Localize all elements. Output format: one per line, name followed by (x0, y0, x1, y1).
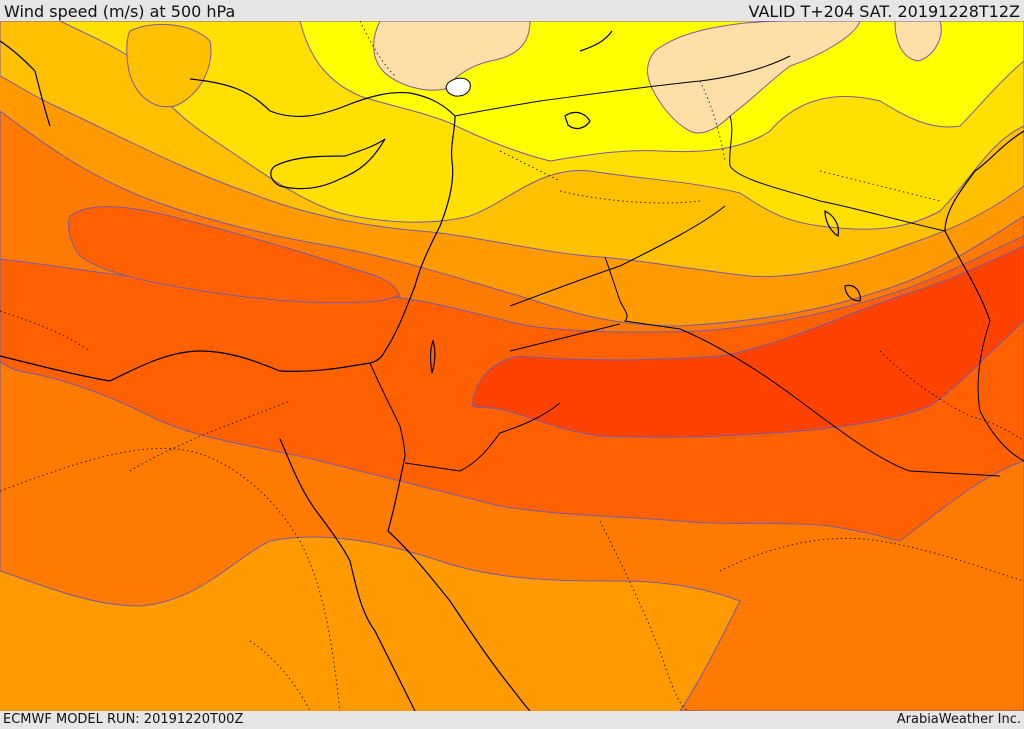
band-light-north (373, 21, 531, 91)
band-calm-spot (445, 77, 471, 97)
cyprus (270, 138, 386, 190)
iraq-saudi-border (604, 256, 1001, 477)
band-light-east (647, 21, 861, 134)
iraq-iran-border (729, 115, 946, 232)
credit: ArabiaWeather Inc. (896, 712, 1021, 727)
gulf-islands (824, 210, 861, 302)
gulf-aqaba (387, 455, 406, 532)
model-run: ECMWF MODEL RUN: 20191220T00Z (3, 712, 244, 727)
map-title: Wind speed (m/s) at 500 hPa (4, 2, 236, 21)
header-bar: Wind speed (m/s) at 500 hPa VALID T+204 … (0, 0, 1024, 21)
caspian-hint (579, 30, 613, 52)
band-red (471, 245, 1024, 438)
red-sea-east (387, 530, 531, 711)
egypt-israel-border (369, 362, 406, 457)
sinai-suez (279, 438, 416, 711)
band-light-corner (894, 21, 942, 62)
dead-sea (430, 339, 436, 374)
syria-iraq-border (454, 55, 791, 117)
levant-coast (384, 115, 456, 352)
saudi-jordan-south (404, 402, 561, 472)
valid-time: VALID T+204 SAT. 20191228T12Z (748, 2, 1020, 21)
footer-bar: ECMWF MODEL RUN: 20191220T00Z ArabiaWeat… (0, 711, 1024, 729)
lake-van (564, 111, 591, 130)
internal-borders (0, 21, 1024, 711)
band-red-orange-west (67, 206, 401, 304)
band-amber-west (126, 23, 212, 108)
turkey-south-coast (189, 78, 456, 117)
persian-gulf-coast (944, 130, 1024, 322)
jordan-border (509, 323, 621, 352)
aegean-islands (0, 40, 51, 127)
political-borders (369, 55, 1024, 477)
jordan-saudi-border (509, 205, 726, 307)
wind-speed-map (0, 21, 1024, 711)
east-gulf (977, 320, 1024, 462)
